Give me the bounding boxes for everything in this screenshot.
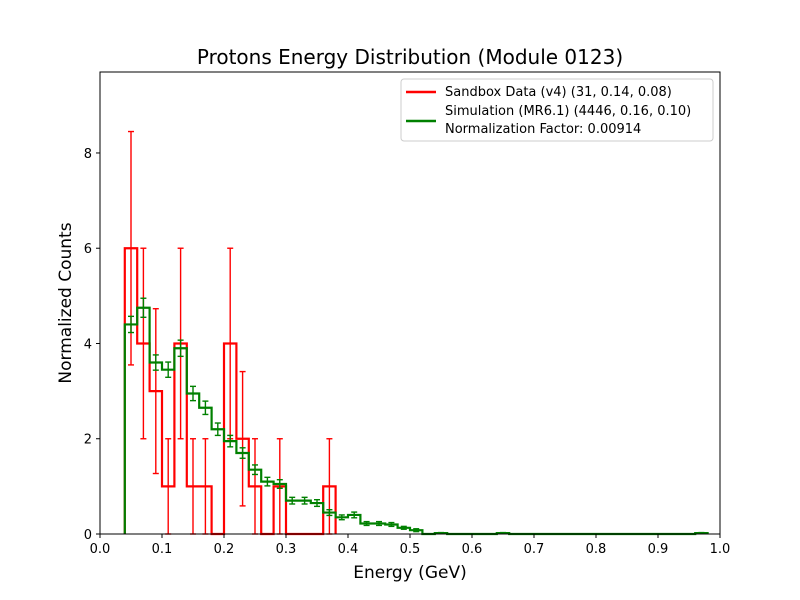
x-tick-label: 0.5 xyxy=(400,542,421,557)
x-tick-label: 0.1 xyxy=(152,542,173,557)
legend: Sandbox Data (v4) (31, 0.14, 0.08) Simul… xyxy=(400,78,714,142)
x-tick-label: 0.4 xyxy=(338,542,359,557)
x-tick-label: 0.0 xyxy=(90,542,111,557)
x-tick-label: 0.8 xyxy=(586,542,607,557)
error-bar xyxy=(314,499,320,508)
error-bar xyxy=(239,447,246,459)
error-bar xyxy=(376,520,382,527)
legend-label-simulation: Simulation (MR6.1) (4446, 0.16, 0.10) xyxy=(445,104,691,119)
error-bar xyxy=(413,528,420,533)
x-axis-label: Energy (GeV) xyxy=(353,563,466,583)
error-bar xyxy=(239,370,246,507)
error-bar xyxy=(227,434,234,448)
chart-title: Protons Energy Distribution (Module 0123… xyxy=(197,45,623,69)
error-bar xyxy=(338,514,345,521)
error-bar xyxy=(140,297,147,318)
error-bar xyxy=(500,531,506,535)
x-tick-label: 0.9 xyxy=(648,542,669,557)
error-bar xyxy=(388,521,395,528)
plot-area xyxy=(123,130,709,536)
error-bar xyxy=(152,308,159,475)
error-bar xyxy=(301,496,308,505)
error-bar xyxy=(438,531,444,535)
y-axis-ticks: 0 2 4 6 8 xyxy=(84,147,100,543)
error-bar xyxy=(214,422,221,437)
error-bar xyxy=(177,339,184,358)
error-bar xyxy=(252,464,258,476)
error-bar xyxy=(190,385,196,402)
x-tick-label: 1.0 xyxy=(710,542,731,557)
y-tick-label: 8 xyxy=(84,147,92,162)
y-tick-label: 2 xyxy=(84,433,92,448)
error-bar xyxy=(202,400,209,416)
error-bar xyxy=(351,511,358,519)
legend-label-normalization: Normalization Factor: 0.00914 xyxy=(445,122,641,137)
y-axis-label: Normalized Counts xyxy=(56,222,76,383)
y-tick-label: 6 xyxy=(84,242,92,257)
error-bar xyxy=(128,315,134,334)
x-tick-label: 0.7 xyxy=(524,542,545,557)
x-axis-ticks: 0.0 0.1 0.2 0.3 0.4 0.5 0.6 0.7 0.8 0.9 1.0 xyxy=(90,534,731,557)
error-bar xyxy=(165,361,172,379)
error-bar xyxy=(140,247,147,440)
error-bar xyxy=(363,520,370,527)
legend-label-sandbox: Sandbox Data (v4) (31, 0.14, 0.08) xyxy=(445,85,672,100)
series-0 xyxy=(123,130,337,536)
error-bar xyxy=(326,509,333,517)
error-bar xyxy=(276,479,283,489)
legend-box xyxy=(400,78,714,142)
error-bar xyxy=(289,496,296,505)
x-tick-label: 0.6 xyxy=(462,542,483,557)
y-tick-label: 0 xyxy=(84,528,92,543)
x-tick-label: 0.2 xyxy=(214,542,235,557)
error-bar xyxy=(264,476,271,487)
y-tick-label: 4 xyxy=(84,337,92,352)
error-bar xyxy=(400,525,407,530)
error-bar xyxy=(152,354,159,371)
error-bar xyxy=(698,531,705,535)
x-tick-label: 0.3 xyxy=(276,542,297,557)
